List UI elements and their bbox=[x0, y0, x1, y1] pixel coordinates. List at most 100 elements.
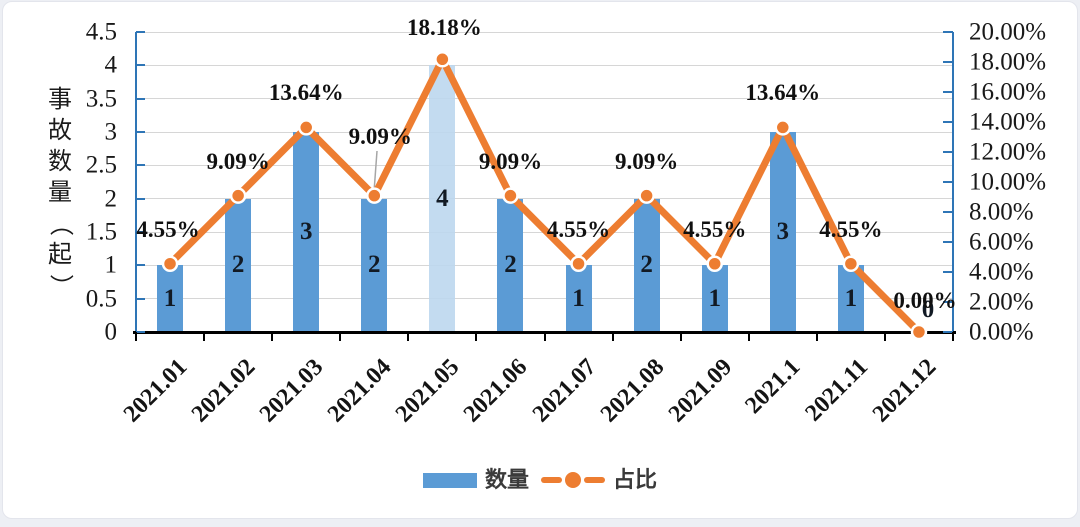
ratio-line bbox=[166, 55, 923, 336]
line-point-label: 4.55% bbox=[683, 216, 747, 242]
bar-value-label: 2 bbox=[640, 251, 653, 279]
y-tick-label-left: 1 bbox=[104, 251, 118, 279]
ratio-line-marker bbox=[774, 119, 792, 136]
bar bbox=[701, 265, 728, 332]
x-axis-tick bbox=[271, 332, 274, 341]
ratio-line-marker bbox=[502, 187, 519, 204]
bar bbox=[429, 65, 456, 332]
line-point-label: 9.09% bbox=[478, 148, 543, 174]
left-axis-tick bbox=[136, 131, 145, 133]
bar-value-label: 4 bbox=[436, 184, 449, 212]
bar-value-label: 3 bbox=[299, 218, 313, 245]
bar-value-label: 2 bbox=[231, 251, 245, 279]
data-labels-layer: 1 2 3 2 4 2 1 2 1 3 1 0 2021.01 2021.02 2021.03 2021.04… bbox=[3, 2, 1077, 518]
line-point-label: 13.64% bbox=[745, 80, 821, 106]
x-axis-tick bbox=[203, 332, 206, 341]
right-axis-tick bbox=[943, 61, 953, 63]
ratio-line-marker bbox=[161, 255, 179, 272]
bar bbox=[361, 198, 388, 332]
ratio-line-marker bbox=[434, 51, 451, 68]
y-tick-label-right: 18.00% bbox=[969, 48, 1047, 76]
ratio-line-marker bbox=[229, 187, 247, 204]
left-axis-tick bbox=[136, 64, 145, 67]
grid-line bbox=[136, 31, 953, 33]
y-tick-label-left: 4.5 bbox=[85, 18, 117, 46]
left-axis-tick bbox=[136, 264, 145, 267]
legend-item-ratio: 占比 bbox=[541, 469, 657, 491]
bar-value-label: 0 bbox=[921, 296, 935, 323]
x-axis-tick bbox=[407, 332, 410, 341]
bar-value-label: 1 bbox=[572, 284, 585, 312]
x-axis-tick bbox=[952, 332, 954, 341]
grid-line bbox=[136, 131, 953, 133]
line-series-layer bbox=[161, 51, 928, 341]
line-point-label: 9.09% bbox=[348, 123, 412, 149]
left-axis-tick bbox=[136, 97, 145, 100]
line-point-label: 9.09% bbox=[615, 148, 679, 174]
legend-label-ratio: 占比 bbox=[613, 467, 658, 492]
bar bbox=[497, 198, 524, 332]
bar-value-label: 2 bbox=[504, 251, 517, 279]
right-axis-line bbox=[952, 32, 954, 332]
grid-line bbox=[136, 64, 953, 66]
bar-value-label: 3 bbox=[776, 218, 790, 245]
left-axis-title-char: （ bbox=[47, 212, 73, 236]
line-point-label: 0.00% bbox=[893, 288, 957, 313]
left-axis-tick bbox=[136, 164, 145, 167]
left-axis-title-char: ） bbox=[47, 274, 73, 298]
y-tick-label-right: 4.00% bbox=[969, 258, 1034, 286]
left-axis-tick bbox=[136, 297, 145, 300]
y-tick-label-left: 4 bbox=[104, 51, 118, 79]
y-tick-label-left: 0 bbox=[104, 318, 118, 346]
x-axis-tick bbox=[339, 332, 342, 341]
combo-chart: 事故数量（起） 4.5 4 3.5 3 2.5 2 1.5 1 0.5 0 20.00% 18.00%… bbox=[3, 2, 1077, 518]
grid-line bbox=[136, 164, 953, 166]
grid-line bbox=[136, 198, 953, 200]
y-tick-label-right: 16.00% bbox=[969, 78, 1047, 106]
y-tick-label-right: 14.00% bbox=[969, 108, 1047, 136]
y-tick-label-right: 2.00% bbox=[969, 288, 1034, 316]
left-axis-title-char: 起 bbox=[48, 242, 72, 268]
line-point-label: 13.64% bbox=[268, 80, 344, 106]
bar-value-label: 1 bbox=[708, 284, 721, 312]
right-axis-tick bbox=[943, 301, 953, 303]
label-leader-line bbox=[373, 150, 378, 193]
line-series-swatch-icon bbox=[541, 472, 605, 488]
bar-series-swatch-icon bbox=[422, 472, 477, 488]
right-axis-tick bbox=[943, 181, 953, 183]
right-axis-tick bbox=[943, 91, 953, 93]
ratio-line-marker bbox=[842, 255, 860, 272]
legend-label-quantity: 数量 bbox=[484, 467, 529, 492]
ratio-line-marker bbox=[570, 255, 587, 272]
x-axis-tick bbox=[475, 332, 478, 341]
x-axis-tick bbox=[747, 332, 750, 341]
x-axis-tick bbox=[883, 332, 886, 341]
bar-value-label: 1 bbox=[844, 284, 858, 312]
bar bbox=[633, 198, 660, 332]
ratio-line-marker bbox=[638, 187, 655, 204]
y-tick-label-left: 3.5 bbox=[85, 85, 117, 113]
bar-value-label: 1 bbox=[163, 284, 177, 312]
bar bbox=[769, 132, 796, 332]
bar bbox=[157, 265, 184, 332]
line-point-label: 9.09% bbox=[206, 148, 270, 174]
x-axis-tick bbox=[543, 332, 546, 341]
y-tick-label-right: 6.00% bbox=[969, 228, 1034, 256]
chart-legend: 数量 占比 bbox=[3, 469, 1077, 491]
line-point-label: 4.55% bbox=[136, 216, 200, 242]
axes-layer: 4.5 4 3.5 3 2.5 2 1.5 1 0.5 0 20.00% 18.00% 16.00% 14… bbox=[3, 2, 1077, 518]
right-axis-tick bbox=[943, 331, 953, 333]
ratio-line-marker bbox=[366, 187, 383, 204]
line-point-label: 4.55% bbox=[546, 216, 611, 242]
y-tick-label-right: 12.00% bbox=[969, 138, 1047, 166]
right-axis-tick bbox=[943, 151, 953, 153]
bar bbox=[225, 198, 252, 332]
left-axis-tick bbox=[136, 31, 145, 33]
y-tick-label-left: 3 bbox=[104, 118, 118, 146]
bar bbox=[293, 132, 320, 332]
bar-series-layer bbox=[3, 2, 1077, 518]
right-axis-tick bbox=[943, 211, 953, 213]
left-axis-title: 事故数量 （ 起 ） bbox=[45, 88, 75, 298]
ratio-line-marker bbox=[706, 255, 723, 272]
